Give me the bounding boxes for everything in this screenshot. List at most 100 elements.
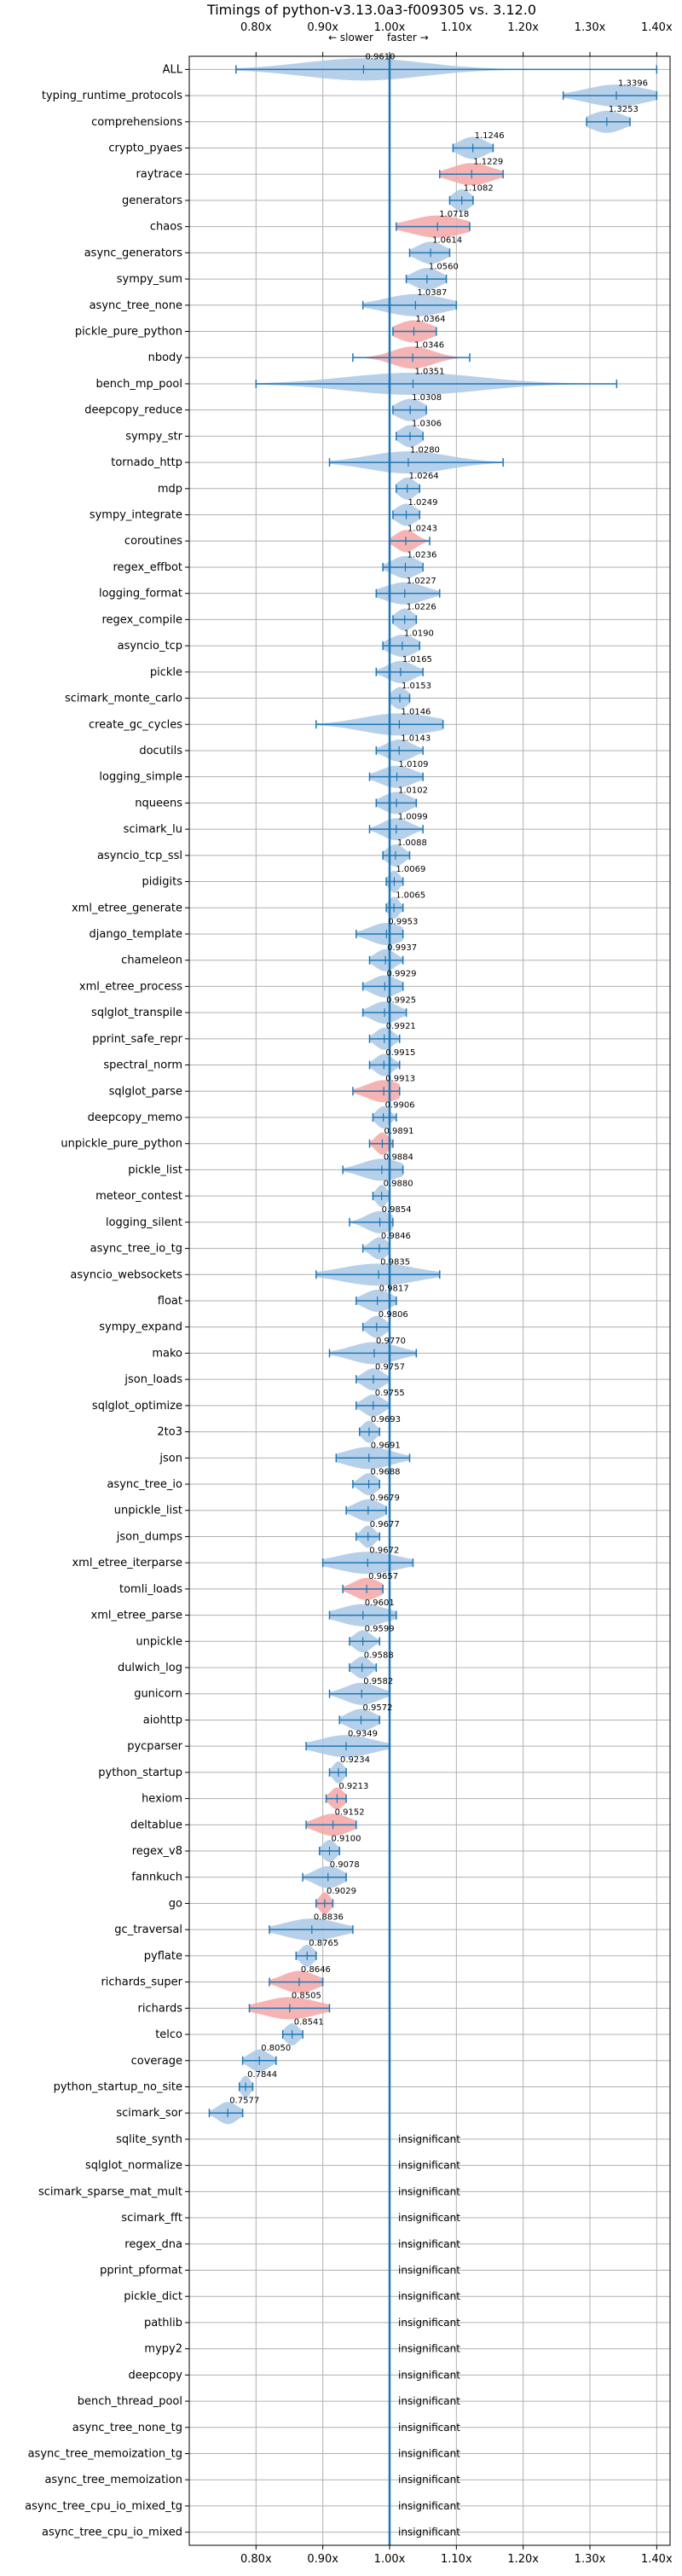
benchmark-label: python_startup <box>98 1767 182 1779</box>
value-label: 1.0153 <box>402 682 431 691</box>
benchmark-label: chameleon <box>121 954 182 967</box>
slower-direction-label: ← slower <box>328 32 373 44</box>
benchmark-label: asyncio_tcp <box>118 640 182 653</box>
benchmark-label: regex_effbot <box>113 561 182 574</box>
value-label: 1.0069 <box>396 865 425 874</box>
x-tick-label-bottom: 1.40x <box>641 2553 673 2566</box>
x-tick-label-top: 0.80x <box>240 21 272 34</box>
grid-layer <box>189 56 670 2545</box>
value-label: 1.0065 <box>396 891 425 901</box>
benchmark-label: scimark_monte_carlo <box>65 693 182 705</box>
insignificant-label: insignificant <box>398 2290 460 2302</box>
value-label: 1.0143 <box>401 734 431 743</box>
value-label: 0.9582 <box>363 1677 393 1686</box>
value-label: 0.9906 <box>385 1100 415 1110</box>
value-label: 0.7577 <box>229 2097 259 2106</box>
value-label: 1.0351 <box>414 367 444 376</box>
x-tick-label-top: 1.20x <box>507 21 539 34</box>
benchmark-label: pycparser <box>127 1740 182 1753</box>
value-label: 1.0364 <box>416 315 446 324</box>
x-tick-label-bottom: 0.90x <box>307 2553 338 2566</box>
benchmark-label: deepcopy <box>128 2369 182 2382</box>
insignificant-label: insignificant <box>398 2369 460 2381</box>
value-label: 1.0280 <box>410 445 440 455</box>
label-layer: ALL 0.9610 typing_runtime_protocols 1.3396 c… <box>25 53 648 2539</box>
benchmark-label: async_tree_io_tg <box>90 1243 182 1256</box>
value-label: 0.9588 <box>364 1651 394 1660</box>
benchmark-label: async_tree_memoization_tg <box>28 2447 182 2460</box>
value-label: 1.1246 <box>475 131 505 141</box>
benchmark-label: scimark_sor <box>116 2107 182 2120</box>
benchmark-label: mypy2 <box>144 2343 182 2356</box>
value-label: 0.8646 <box>301 1965 331 1975</box>
value-label: 0.9693 <box>371 1415 401 1424</box>
benchmark-label: create_gc_cycles <box>89 718 182 731</box>
benchmark-label: async_tree_cpu_io_mixed_tg <box>25 2500 182 2513</box>
insignificant-label: insignificant <box>398 2185 460 2197</box>
benchmark-label: deltablue <box>130 1819 182 1831</box>
benchmark-label: tomli_loads <box>119 1583 182 1596</box>
benchmark-label: sqlglot_optimize <box>92 1400 182 1413</box>
value-label: 0.7844 <box>247 2070 277 2080</box>
benchmark-label: float <box>158 1295 182 1308</box>
value-label: 0.9755 <box>375 1389 405 1398</box>
benchmark-label: telco <box>155 2028 182 2041</box>
value-label: 0.9884 <box>384 1153 413 1163</box>
insignificant-label: insignificant <box>398 2343 460 2355</box>
benchmark-label: logging_format <box>99 588 182 600</box>
x-tick-label-top: 1.30x <box>575 21 606 34</box>
benchmark-label: sympy_expand <box>99 1321 182 1334</box>
errorbar-layer <box>208 65 658 2118</box>
benchmark-label: coverage <box>131 2055 182 2068</box>
value-label: 0.9688 <box>371 1467 401 1477</box>
benchmark-label: asyncio_websockets <box>70 1268 182 1281</box>
benchmark-label: pprint_safe_repr <box>92 1033 182 1046</box>
value-label: 0.9029 <box>327 1887 356 1896</box>
value-label: 0.9915 <box>385 1048 415 1058</box>
value-label: 0.9770 <box>376 1337 406 1346</box>
benchmark-label: pickle_dict <box>124 2290 182 2303</box>
value-label: 1.0102 <box>398 786 428 796</box>
x-tick-label-bottom: 1.30x <box>575 2553 606 2566</box>
benchmark-label: dulwich_log <box>118 1662 182 1674</box>
value-label: 1.0190 <box>404 629 434 638</box>
benchmark-label: sympy_sum <box>117 273 182 286</box>
value-label: 0.9234 <box>340 1755 370 1765</box>
x-tick-label-top: 0.90x <box>307 21 338 34</box>
insignificant-label: insignificant <box>398 2395 460 2407</box>
value-label: 0.9610 <box>365 53 395 62</box>
benchmark-label: unpickle_list <box>114 1505 182 1517</box>
value-label: 0.8050 <box>261 2044 291 2053</box>
benchmark-label: crypto_pyaes <box>108 142 182 155</box>
benchmark-label: 2to3 <box>157 1426 182 1439</box>
value-label: 1.0146 <box>401 708 431 717</box>
x-tick-label-top: 1.40x <box>641 21 673 34</box>
benchmark-label: scimark_lu <box>124 823 182 836</box>
value-label: 0.9672 <box>369 1546 399 1555</box>
benchmark-label: unpickle_pure_python <box>61 1138 182 1151</box>
benchmark-label: coroutines <box>124 535 182 548</box>
insignificant-label: insignificant <box>398 2422 460 2434</box>
value-label: 1.0165 <box>402 655 432 664</box>
benchmark-label: bench_mp_pool <box>95 378 182 391</box>
value-label: 1.0346 <box>414 341 444 351</box>
insignificant-label: insignificant <box>398 2474 460 2486</box>
value-label: 0.9891 <box>384 1127 413 1136</box>
value-label: 0.9925 <box>386 995 416 1005</box>
value-label: 0.9657 <box>368 1572 398 1581</box>
value-label: 0.9677 <box>370 1520 400 1529</box>
benchmark-label: xml_etree_parse <box>91 1610 182 1622</box>
benchmark-label: xml_etree_generate <box>72 902 182 914</box>
benchmark-label: mako <box>152 1347 182 1360</box>
value-label: 1.0226 <box>407 603 436 612</box>
benchmark-label: pprint_pformat <box>100 2264 182 2277</box>
value-label: 1.0243 <box>407 525 437 534</box>
benchmark-label: chaos <box>150 221 182 234</box>
benchmark-label: deepcopy_reduce <box>84 404 182 417</box>
benchmark-label: regex_dna <box>124 2238 182 2251</box>
benchmark-label: sqlglot_transpile <box>91 1007 182 1019</box>
faster-direction-label: faster → <box>387 32 429 44</box>
value-label: 1.1229 <box>473 158 503 167</box>
chart-title: Timings of python-v3.13.0a3-f009305 vs. … <box>206 2 536 18</box>
benchmark-label: docutils <box>139 745 182 757</box>
